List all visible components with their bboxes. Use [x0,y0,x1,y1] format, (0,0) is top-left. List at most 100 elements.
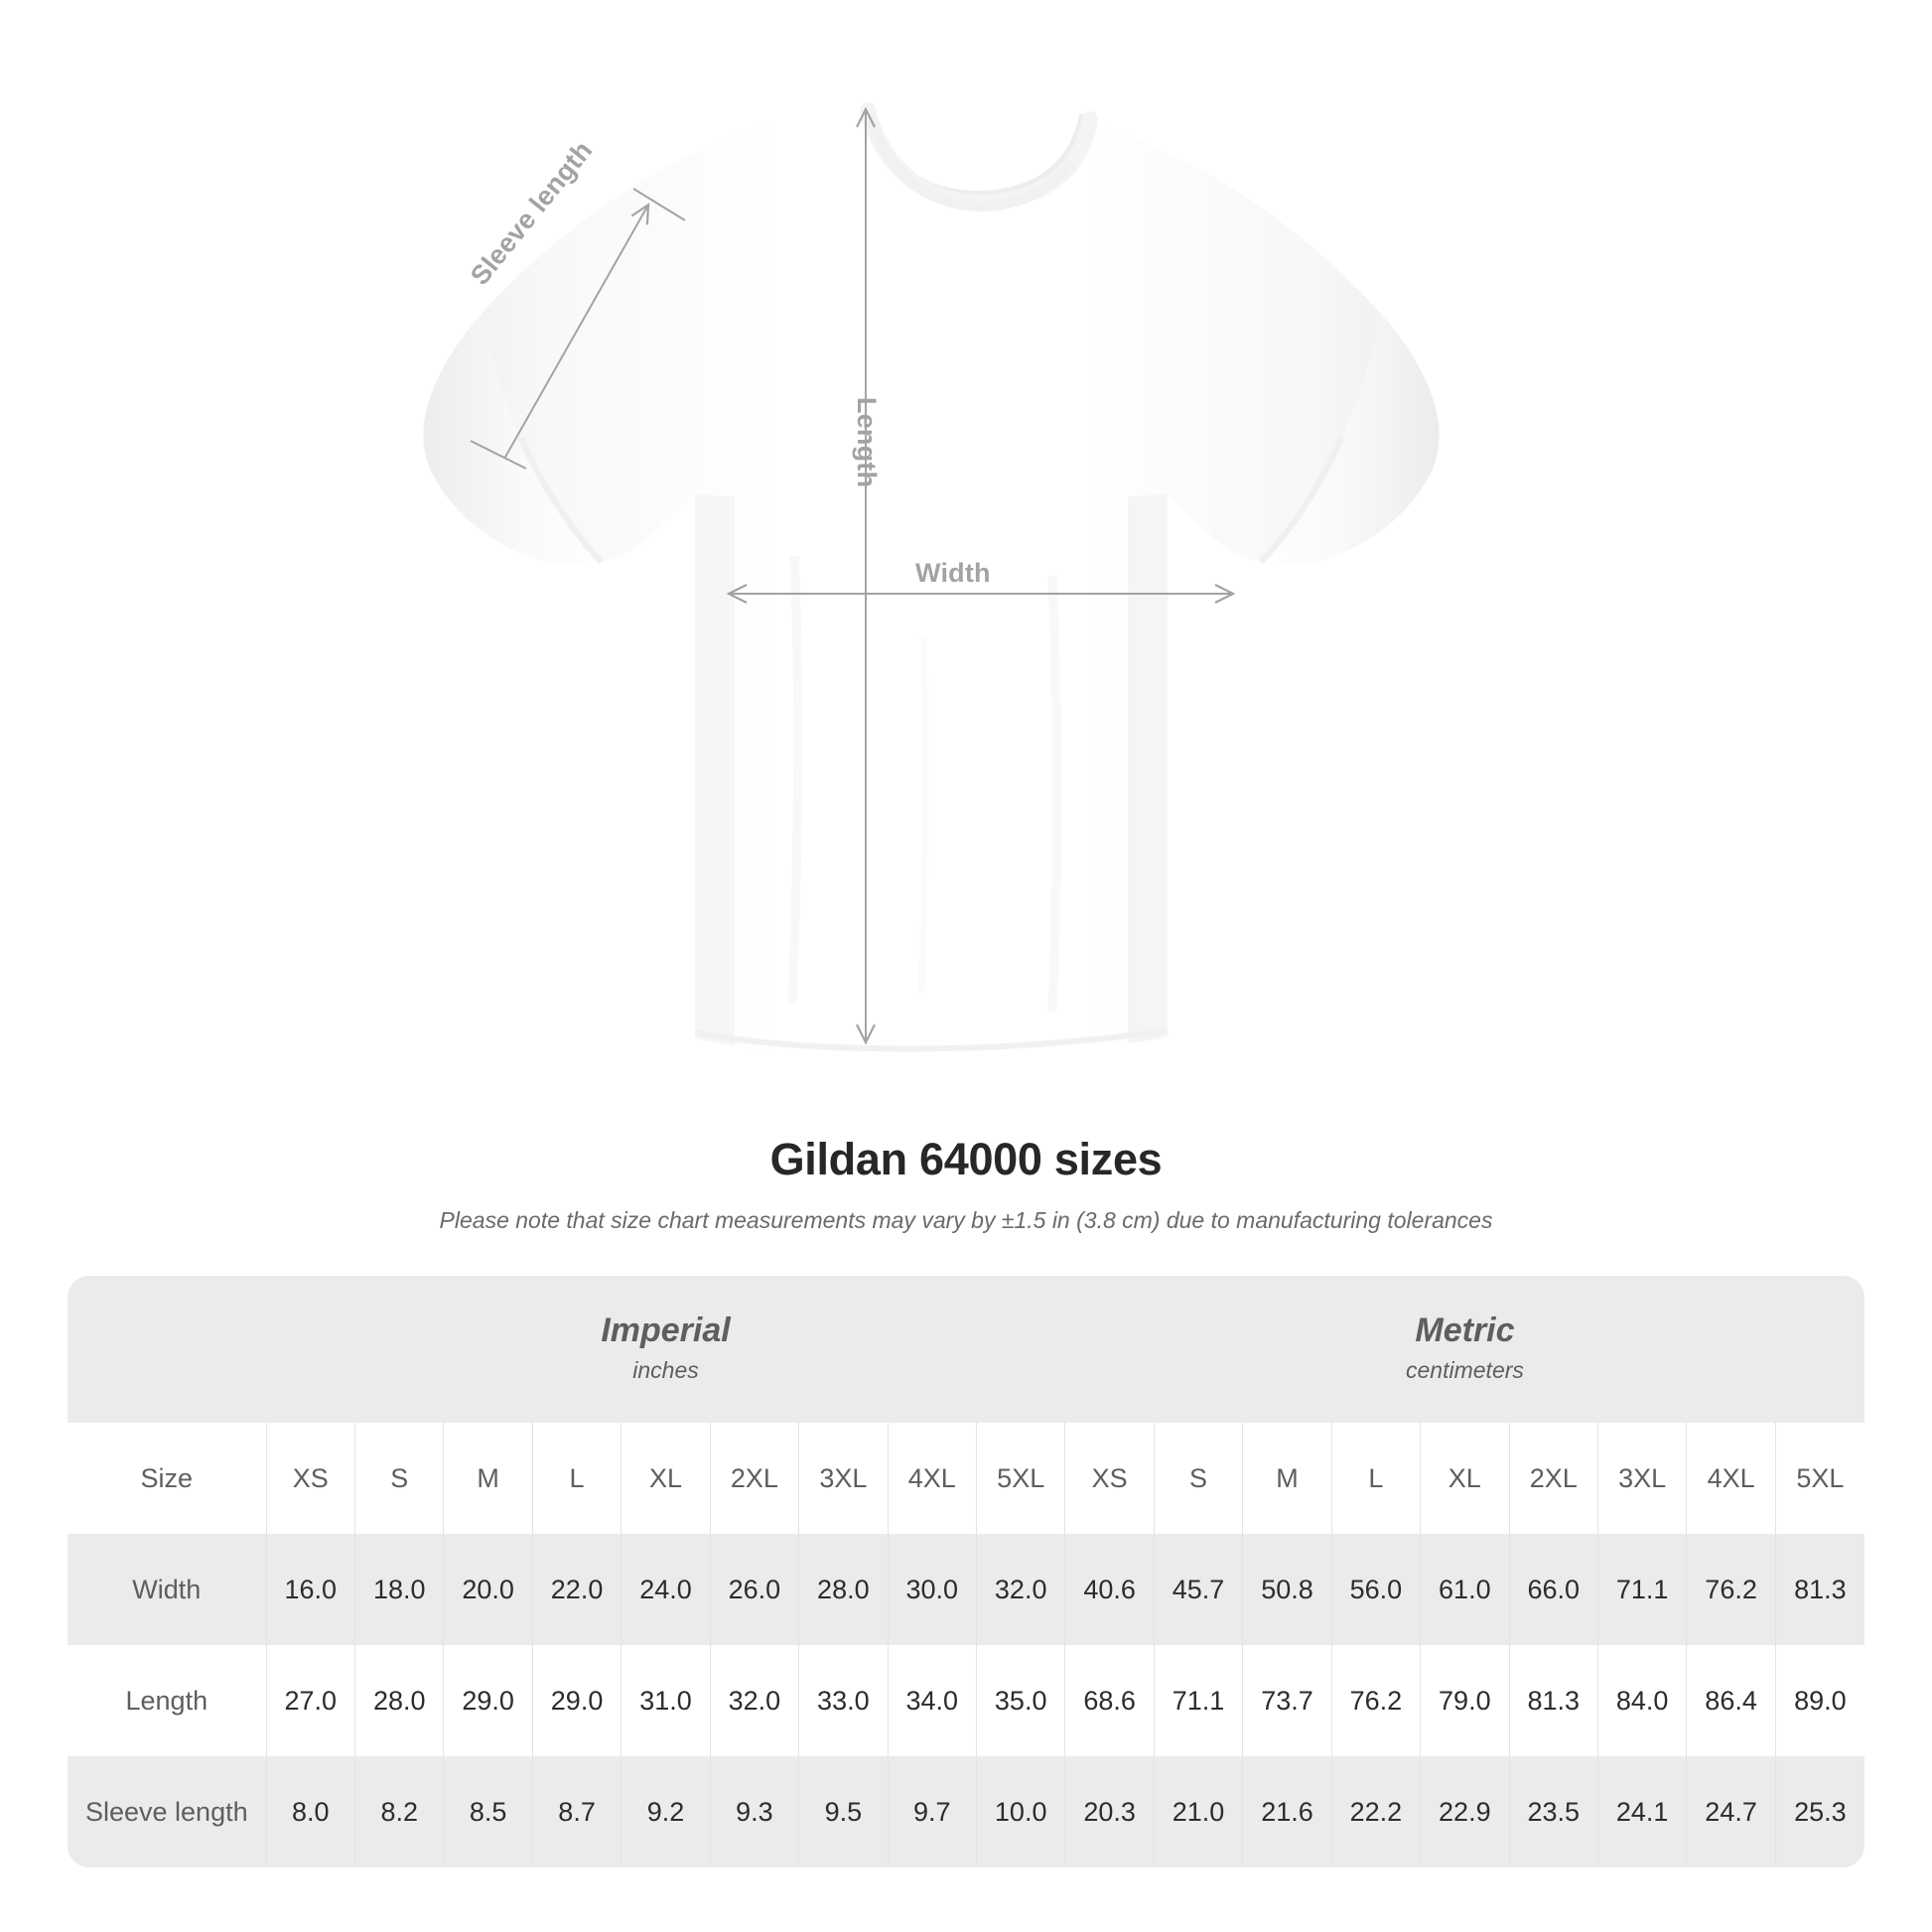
tshirt-body [423,102,1440,1058]
table-cell: 23.5 [1508,1756,1598,1867]
table-cell: 89.0 [1774,1645,1864,1756]
table-cell: 22.0 [531,1534,621,1645]
unit-group-metric-name: Metric [1415,1311,1515,1350]
table-cell: 32.0 [709,1645,799,1756]
table-cell: 31.0 [621,1645,711,1756]
table-cell: 25.3 [1774,1756,1864,1867]
unit-group-imperial: Imperial inches [266,1276,1065,1423]
table-cell: 66.0 [1508,1534,1598,1645]
chart-header: Gildan 64000 sizes Please note that size… [0,1134,1932,1234]
measurement-annotations [470,111,1231,1040]
table-cell: 22.9 [1420,1756,1510,1867]
unit-group-imperial-sub: inches [632,1356,699,1383]
size-header-row: Size XS S M L XL 2XL 3XL 4XL 5XL XS S M … [68,1423,1864,1534]
table-cell: 28.0 [798,1534,889,1645]
table-cell: 8.5 [443,1756,533,1867]
table-cell: 22.2 [1330,1756,1421,1867]
table-cell: 8.0 [265,1756,355,1867]
size-header-cell: XL [1420,1423,1510,1534]
size-header-cell: 2XL [1508,1423,1598,1534]
table-cell: 18.0 [354,1534,444,1645]
unit-group-metric: Metric centimeters [1064,1276,1864,1423]
table-cell: 76.2 [1686,1534,1776,1645]
size-header-cell: 4XL [887,1423,977,1534]
table-cell: 28.0 [354,1645,444,1756]
table-cell: 45.7 [1153,1534,1243,1645]
size-header-cell: 5XL [1774,1423,1864,1534]
table-cell: 9.5 [798,1756,889,1867]
size-header-cell: 4XL [1686,1423,1776,1534]
size-header-cell: L [531,1423,621,1534]
table-cell: 61.0 [1420,1534,1510,1645]
table-cell: 76.2 [1330,1645,1421,1756]
table-cell: 24.0 [621,1534,711,1645]
sleeve-length-arrow [503,207,647,460]
unit-banner-corner [68,1276,267,1423]
table-cell: 8.2 [354,1756,444,1867]
table-cell: 71.1 [1596,1534,1687,1645]
row-label-length: Length [68,1645,267,1756]
sleeve-tick-top [632,188,686,221]
length-label: Length [852,397,882,488]
table-cell: 50.8 [1242,1534,1332,1645]
table-cell: 73.7 [1242,1645,1332,1756]
width-label: Width [915,558,991,588]
table-cell: 16.0 [265,1534,355,1645]
size-header-cell: 2XL [709,1423,799,1534]
table-cell: 10.0 [975,1756,1065,1867]
table-row: Sleeve length 8.0 8.2 8.5 8.7 9.2 9.3 9.… [68,1756,1864,1867]
size-header-cell: S [354,1423,444,1534]
table-cell: 21.0 [1153,1756,1243,1867]
table-cell: 9.3 [709,1756,799,1867]
table-row: Width 16.0 18.0 20.0 22.0 24.0 26.0 28.0… [68,1534,1864,1645]
table-cell: 30.0 [887,1534,977,1645]
table-cell: 81.3 [1508,1645,1598,1756]
size-header-cell: 5XL [975,1423,1065,1534]
size-header-cell: XS [1064,1423,1155,1534]
size-header-cell: 3XL [1596,1423,1687,1534]
size-chart-table: Imperial inches Metric centimeters Size … [68,1276,1864,1867]
size-header-label: Size [68,1423,267,1534]
sleeve-tick-bottom [470,440,527,470]
table-cell: 56.0 [1330,1534,1421,1645]
size-header-cell: XL [621,1423,711,1534]
table-cell: 32.0 [975,1534,1065,1645]
table-cell: 79.0 [1420,1645,1510,1756]
table-cell: 27.0 [265,1645,355,1756]
table-cell: 81.3 [1774,1534,1864,1645]
table-cell: 33.0 [798,1645,889,1756]
table-cell: 24.1 [1596,1756,1687,1867]
size-header-cell: S [1153,1423,1243,1534]
table-cell: 29.0 [443,1645,533,1756]
table-cell: 21.6 [1242,1756,1332,1867]
table-cell: 20.0 [443,1534,533,1645]
table-cell: 71.1 [1153,1645,1243,1756]
tshirt-illustration [423,102,1440,1058]
table-cell: 8.7 [531,1756,621,1867]
table-cell: 35.0 [975,1645,1065,1756]
table-cell: 40.6 [1064,1534,1155,1645]
table-cell: 29.0 [531,1645,621,1756]
row-label-sleeve-length: Sleeve length [68,1756,267,1867]
table-cell: 9.7 [887,1756,977,1867]
row-label-width: Width [68,1534,267,1645]
table-cell: 24.7 [1686,1756,1776,1867]
size-header-cell: M [1242,1423,1332,1534]
page-title: Gildan 64000 sizes [769,1134,1163,1184]
unit-group-metric-sub: centimeters [1406,1356,1524,1383]
table-cell: 34.0 [887,1645,977,1756]
product-figure: Sleeve length Length Width [423,102,1440,1058]
size-header-cell: 3XL [798,1423,889,1534]
table-cell: 9.2 [621,1756,711,1867]
page-subtitle: Please note that size chart measurements… [439,1207,1493,1233]
table-cell: 26.0 [709,1534,799,1645]
size-header-cell: XS [265,1423,355,1534]
table-row: Length 27.0 28.0 29.0 29.0 31.0 32.0 33.… [68,1645,1864,1756]
size-header-cell: M [443,1423,533,1534]
table-cell: 20.3 [1064,1756,1155,1867]
table-cell: 68.6 [1064,1645,1155,1756]
size-chart-table-wrapper: Imperial inches Metric centimeters Size … [68,1276,1864,1867]
table-cell: 84.0 [1596,1645,1687,1756]
size-header-cell: L [1330,1423,1421,1534]
unit-group-imperial-name: Imperial [601,1311,731,1350]
